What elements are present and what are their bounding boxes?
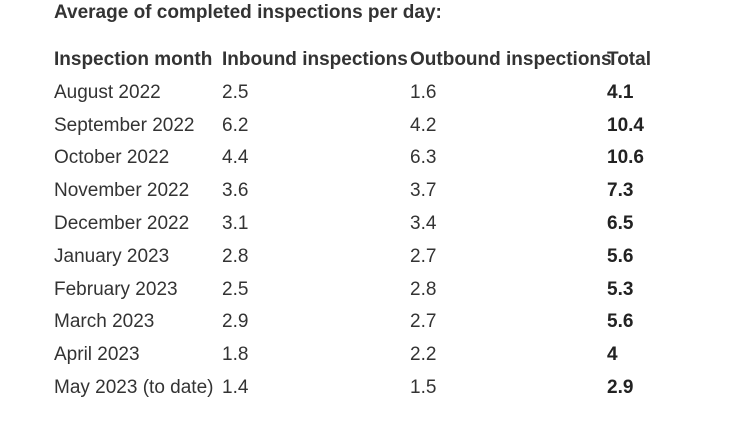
header-inspection-month: Inspection month xyxy=(54,49,213,70)
total-cell: 4.1 xyxy=(607,81,634,103)
inbound-cell: 1.4 xyxy=(222,376,249,398)
month-cell: December 2022 xyxy=(54,212,190,234)
inbound-cell: 3.6 xyxy=(222,180,249,202)
inbound-cell: 3.1 xyxy=(222,212,249,234)
inbound-cell: 2.5 xyxy=(222,81,249,103)
total-cell: 6.5 xyxy=(607,212,634,234)
month-cell: January 2023 xyxy=(54,245,170,267)
total-cell: 10.4 xyxy=(607,114,644,136)
total-cell: 10.6 xyxy=(607,147,644,169)
inbound-cell: 1.8 xyxy=(222,344,249,366)
outbound-cell: 1.6 xyxy=(410,81,437,103)
total-cell: 5.6 xyxy=(607,245,634,267)
total-cell: 7.3 xyxy=(607,180,634,202)
month-cell: May 2023 (to date) xyxy=(54,376,214,398)
total-cell: 5.6 xyxy=(607,311,634,333)
inbound-cell: 2.8 xyxy=(222,245,249,267)
inbound-cell: 2.5 xyxy=(222,278,249,300)
table-title: Average of completed inspections per day… xyxy=(54,2,442,23)
outbound-cell: 3.4 xyxy=(410,212,437,234)
month-cell: February 2023 xyxy=(54,278,178,300)
outbound-cell: 4.2 xyxy=(410,114,437,136)
inbound-cell: 6.2 xyxy=(222,114,249,136)
month-cell: August 2022 xyxy=(54,81,161,103)
total-cell: 5.3 xyxy=(607,278,634,300)
month-cell: September 2022 xyxy=(54,114,195,136)
month-cell: November 2022 xyxy=(54,180,190,202)
outbound-cell: 3.7 xyxy=(410,180,437,202)
outbound-cell: 6.3 xyxy=(410,147,437,169)
outbound-cell: 2.2 xyxy=(410,344,437,366)
outbound-cell: 2.7 xyxy=(410,245,437,267)
header-outbound-inspections: Outbound inspections xyxy=(410,49,612,70)
inbound-cell: 2.9 xyxy=(222,311,249,333)
outbound-cell: 2.8 xyxy=(410,278,437,300)
month-cell: October 2022 xyxy=(54,147,170,169)
total-cell: 4 xyxy=(607,344,618,366)
header-inbound-inspections: Inbound inspections xyxy=(222,49,408,70)
month-cell: March 2023 xyxy=(54,311,155,333)
month-cell: April 2023 xyxy=(54,344,140,366)
total-cell: 2.9 xyxy=(607,376,634,398)
inbound-cell: 4.4 xyxy=(222,147,249,169)
outbound-cell: 2.7 xyxy=(410,311,437,333)
outbound-cell: 1.5 xyxy=(410,376,437,398)
header-total: Total xyxy=(607,49,651,70)
